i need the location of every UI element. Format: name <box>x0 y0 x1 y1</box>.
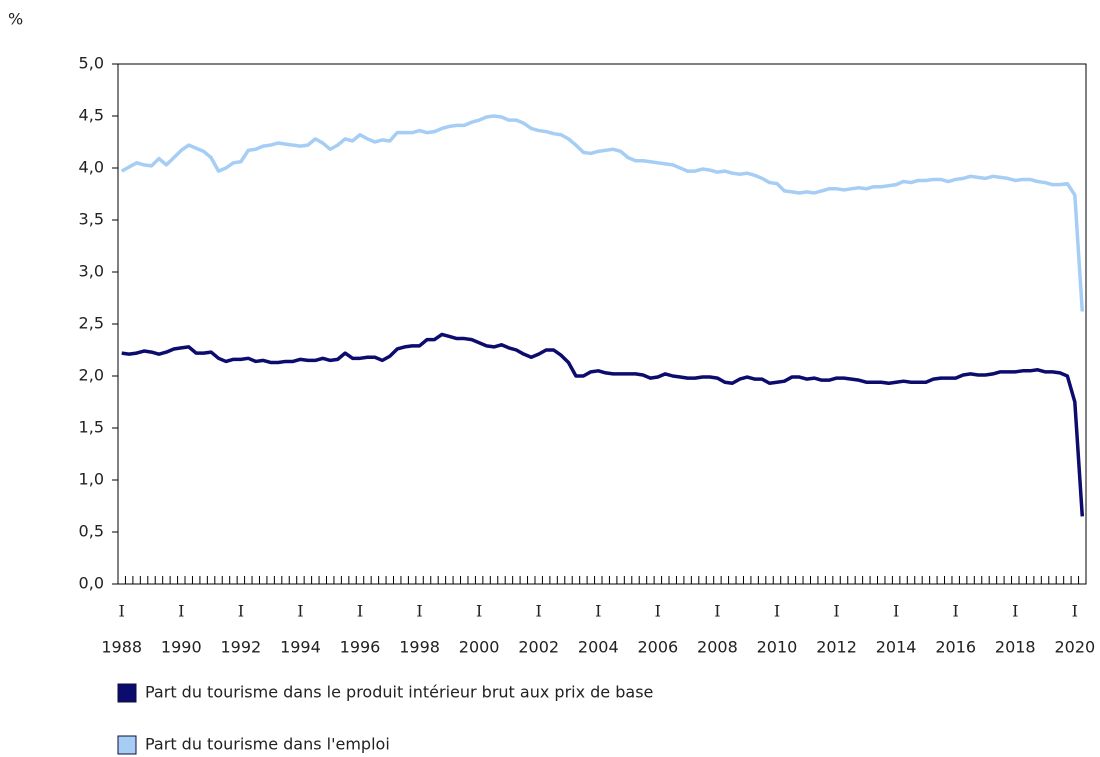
legend-swatch <box>117 735 137 755</box>
y-tick-label: 4,5 <box>79 106 104 125</box>
x-tick-label: I <box>655 602 661 621</box>
y-tick-label: 3,5 <box>79 210 104 229</box>
x-tick-label: 2006 <box>637 638 678 657</box>
x-tick-label: I <box>119 602 125 621</box>
x-tick-label: 2010 <box>757 638 798 657</box>
y-tick-label: 3,0 <box>79 262 104 281</box>
y-tick-label: 1,5 <box>79 418 104 437</box>
series-line <box>121 332 1085 517</box>
plot-frame <box>117 63 1087 585</box>
y-axis-label: % <box>8 10 23 29</box>
x-tick-label: I <box>595 602 601 621</box>
y-tick-label: 0,5 <box>79 522 104 541</box>
x-tick-label: 1990 <box>161 638 202 657</box>
x-tick-label: I <box>953 602 959 621</box>
x-tick-label: 2012 <box>816 638 857 657</box>
x-tick-label: 2014 <box>876 638 917 657</box>
x-tick-label: 2020 <box>1054 638 1095 657</box>
x-tick-label: I <box>893 602 899 621</box>
x-tick-label: I <box>238 602 244 621</box>
x-tick-label: I <box>714 602 720 621</box>
x-tick-label: I <box>1072 602 1078 621</box>
series-line <box>120 114 1085 312</box>
y-tick-label: 2,0 <box>79 366 104 385</box>
x-tick-label: I <box>774 602 780 621</box>
x-tick-label: 2008 <box>697 638 738 657</box>
x-tick-label: I <box>1012 602 1018 621</box>
x-tick-label: I <box>536 602 542 621</box>
legend-swatch <box>117 683 137 703</box>
x-tick-label: 2000 <box>459 638 500 657</box>
legend-label: Part du tourisme dans l'emploi <box>145 735 390 754</box>
x-tick-label: I <box>416 602 422 621</box>
y-tick-label: 0,0 <box>79 574 104 593</box>
y-tick-label: 2,5 <box>79 314 104 333</box>
y-tick-label: 5,0 <box>79 54 104 73</box>
x-tick-label: 2016 <box>935 638 976 657</box>
x-tick-label: 1998 <box>399 638 440 657</box>
y-tick-label: 4,0 <box>79 158 104 177</box>
x-tick-label: I <box>178 602 184 621</box>
x-tick-label: I <box>833 602 839 621</box>
x-tick-label: 2018 <box>995 638 1036 657</box>
x-tick-label: 2002 <box>518 638 559 657</box>
x-tick-label: I <box>476 602 482 621</box>
x-tick-label: 1994 <box>280 638 321 657</box>
y-tick-label: 1,0 <box>79 470 104 489</box>
x-tick-label: 2004 <box>578 638 619 657</box>
x-tick-label: I <box>357 602 363 621</box>
x-tick-label: 1988 <box>101 638 142 657</box>
x-tick-label: 1992 <box>221 638 262 657</box>
legend-label: Part du tourisme dans le produit intérie… <box>145 683 653 702</box>
x-tick-label: 1996 <box>340 638 381 657</box>
x-tick-label: I <box>297 602 303 621</box>
